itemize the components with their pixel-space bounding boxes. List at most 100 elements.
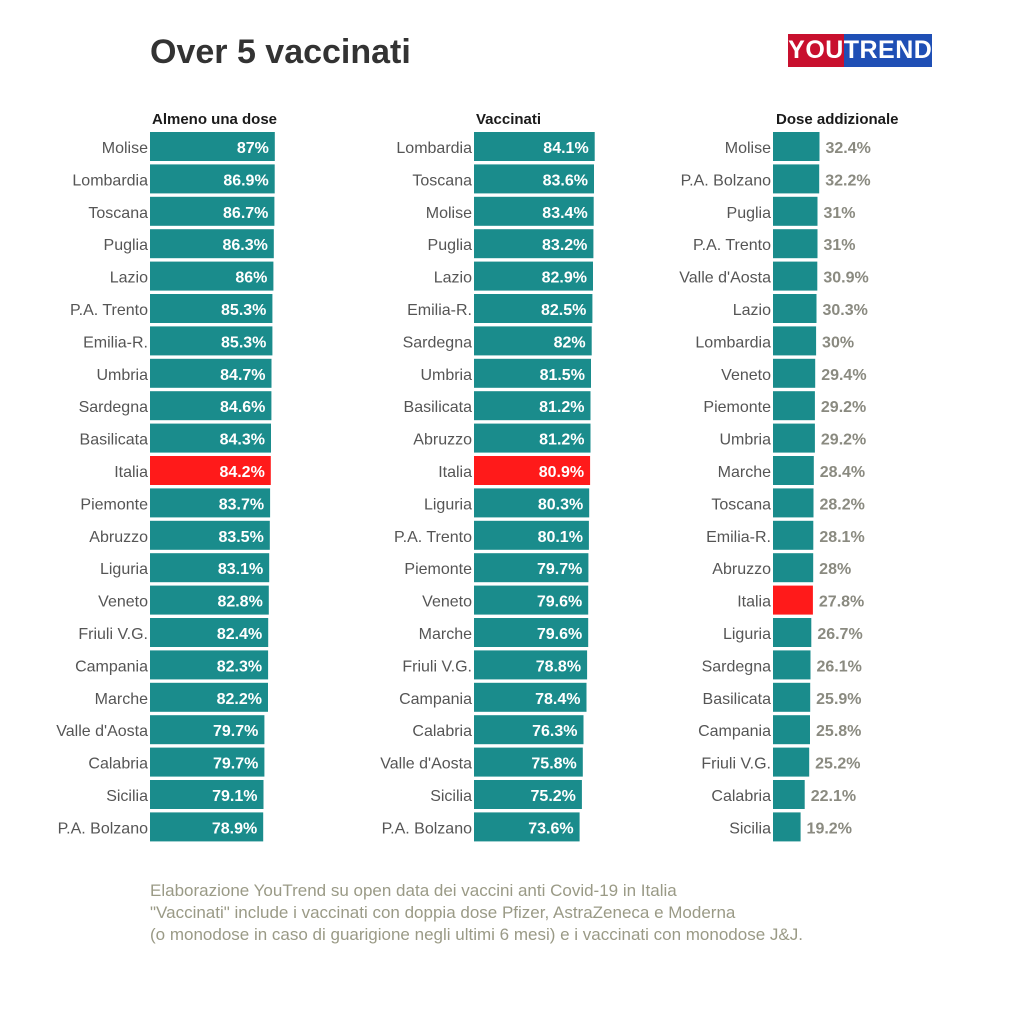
category-label: Calabria	[88, 756, 148, 773]
category-label: Sardegna	[79, 399, 148, 416]
category-label: Umbria	[719, 432, 771, 449]
category-label: Friuli V.G.	[78, 626, 148, 643]
bar	[773, 812, 801, 842]
value-label: 73.6%	[528, 820, 573, 837]
category-label: Lombardia	[72, 172, 148, 189]
panel-title: Almeno una dose	[152, 111, 277, 128]
category-label: Valle d'Aosta	[679, 270, 771, 287]
youtrend-logo: YOU TREND	[788, 34, 932, 67]
value-label: 28%	[819, 561, 851, 578]
value-label: 84.6%	[220, 399, 265, 416]
footnote-line-1: Elaborazione YouTrend su open data dei v…	[150, 881, 677, 900]
bar	[474, 488, 590, 518]
category-label: Sardegna	[702, 658, 771, 675]
category-label: Valle d'Aosta	[380, 756, 472, 773]
value-label: 28.2%	[819, 496, 864, 513]
bar	[474, 326, 592, 356]
category-label: Basilicata	[703, 691, 772, 708]
category-label: Campania	[399, 691, 472, 708]
category-label: Sardegna	[403, 334, 472, 351]
value-label: 82.9%	[542, 270, 587, 287]
category-label: Italia	[737, 594, 771, 611]
category-label: Italia	[438, 464, 472, 481]
category-label: Puglia	[428, 237, 473, 254]
value-label: 80.3%	[538, 496, 583, 513]
bar	[773, 553, 814, 583]
value-label: 31%	[823, 205, 855, 222]
value-label: 86.3%	[222, 237, 267, 254]
bar	[773, 423, 815, 453]
value-label: 76.3%	[532, 723, 577, 740]
bar	[150, 747, 265, 777]
bar	[773, 391, 815, 421]
category-label: Campania	[698, 723, 771, 740]
value-label: 83.4%	[542, 205, 587, 222]
category-label: Abruzzo	[712, 561, 771, 578]
category-label: Piemonte	[404, 561, 472, 578]
category-label: Italia	[114, 464, 148, 481]
category-label: Veneto	[422, 594, 472, 611]
category-label: Molise	[725, 140, 771, 157]
bar	[474, 164, 594, 194]
value-label: 29.4%	[821, 367, 866, 384]
value-label: 75.2%	[531, 788, 576, 805]
bar	[474, 229, 594, 259]
bar	[773, 164, 820, 194]
category-label: Marche	[95, 691, 148, 708]
bar	[474, 553, 589, 583]
footnote: Elaborazione YouTrend su open data dei v…	[150, 880, 803, 946]
category-label: Calabria	[412, 723, 472, 740]
bar	[773, 326, 817, 356]
value-label: 78.4%	[535, 691, 580, 708]
bar	[474, 747, 583, 777]
value-label: 25.2%	[815, 756, 860, 773]
bar	[773, 132, 820, 161]
category-label: Basilicata	[80, 432, 149, 449]
bar	[773, 780, 805, 809]
bar	[150, 391, 272, 421]
value-label: 84.2%	[219, 464, 264, 481]
value-label: 84.7%	[220, 367, 265, 384]
category-label: Toscana	[412, 172, 472, 189]
bar	[773, 229, 818, 259]
value-label: 25.9%	[816, 691, 861, 708]
bar	[150, 132, 275, 161]
category-label: Puglia	[104, 237, 149, 254]
bar	[773, 682, 811, 712]
value-label: 84.1%	[543, 140, 588, 157]
value-label: 75.8%	[531, 756, 576, 773]
bar	[150, 618, 269, 647]
bar	[150, 326, 273, 356]
category-label: Basilicata	[404, 399, 473, 416]
bar	[150, 164, 275, 194]
bar	[773, 294, 817, 323]
bar	[474, 682, 587, 712]
bar-highlight	[474, 456, 591, 485]
category-label: Campania	[75, 658, 148, 675]
value-label: 30.3%	[822, 302, 867, 319]
category-label: P.A. Bolzano	[382, 820, 473, 837]
bar	[474, 780, 582, 809]
category-label: P.A. Bolzano	[681, 172, 772, 189]
panel-3: Dose addizionale Molise 32.4% P.A. Bolzano 3…	[679, 111, 899, 842]
value-label: 82.8%	[217, 594, 262, 611]
bar	[773, 456, 814, 485]
value-label: 82.4%	[217, 626, 262, 643]
value-label: 81.5%	[540, 367, 585, 384]
value-label: 29.2%	[821, 432, 866, 449]
value-label: 30.9%	[823, 270, 868, 287]
value-label: 32.4%	[825, 140, 870, 157]
category-label: Valle d'Aosta	[56, 723, 148, 740]
value-label: 79.1%	[212, 788, 257, 805]
bar	[150, 294, 273, 323]
bar	[474, 358, 591, 388]
logo-trend-text: TREND	[844, 34, 932, 67]
page-title: Over 5 vaccinati	[150, 33, 411, 71]
value-label: 87%	[237, 140, 269, 157]
value-label: 82.2%	[217, 691, 262, 708]
bar	[773, 520, 814, 550]
value-label: 19.2%	[807, 820, 852, 837]
